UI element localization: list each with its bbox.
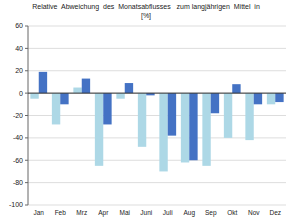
title: Relative Abweichung des Monatsabflusses … [32,3,260,20]
bar [189,93,197,160]
bar [267,93,275,104]
bar [254,93,262,104]
y-tick-label: -80 [13,179,23,186]
x-tick-label: Feb [55,209,67,216]
x-tick-label: Jan [34,209,45,216]
bar [52,93,60,124]
bar [30,93,38,99]
x-tick-label: Mai [120,209,130,216]
grid-line [28,160,286,161]
grid-line [28,93,286,94]
grid-line [28,26,286,27]
grid-line [28,70,286,71]
y-tick-label: -20 [13,112,23,119]
x-tick-label: Dez [269,209,281,216]
bar [103,93,111,124]
bar [73,88,81,94]
y-tick-label: 0 [19,90,23,97]
x-tick-label: Okt [227,209,237,216]
x-tick-labels: Jan Feb Mrz Apr Mai Juni Juli Aug Sep Okt Nov Dez [34,209,282,217]
grid-line [28,205,286,206]
bars [30,72,283,172]
bar [39,72,47,93]
y-axis-line [28,26,29,205]
bar [125,83,133,93]
bar [138,93,146,147]
bar [232,84,240,93]
title-line: Relative Abweichung des Monatsabflusses … [32,3,260,11]
bar [60,93,68,104]
y-tick-label: -60 [13,157,23,164]
bar [181,93,189,162]
grid-line [28,48,286,49]
y-tick-label: 60 [15,22,23,29]
bar [202,93,210,166]
bar [245,93,253,140]
x-tick-label: Sep [205,209,217,217]
grid-line [28,182,286,183]
y-tick-labels: -100 -80 -60 -40 -20 0 20 40 60 [9,22,28,208]
bar [95,93,103,166]
x-tick-label: Mrz [76,209,87,216]
y-tick-label: -40 [13,134,23,141]
chart-container: Relative Abweichung des Monatsabflusses … [0,0,292,219]
x-tick-label: Aug [183,209,195,217]
bar [116,93,124,99]
chart-svg: Relative Abweichung des Monatsabflusses … [0,0,292,219]
bar [275,93,283,102]
y-tick-label: 20 [15,67,23,74]
bar [224,93,232,138]
x-tick-label: Juli [163,209,173,216]
zero-line [28,93,286,94]
y-tick-label: -100 [9,201,23,208]
title-line: [%] [141,12,151,20]
y-tick-label: 40 [15,45,23,52]
bar [159,93,167,171]
bar [211,93,219,113]
grid [28,26,286,205]
x-tick-label: Apr [98,209,109,217]
bar [82,79,90,94]
x-tick-label: Juni [140,209,152,216]
x-tick-label: Nov [248,209,260,216]
bar [168,93,176,136]
